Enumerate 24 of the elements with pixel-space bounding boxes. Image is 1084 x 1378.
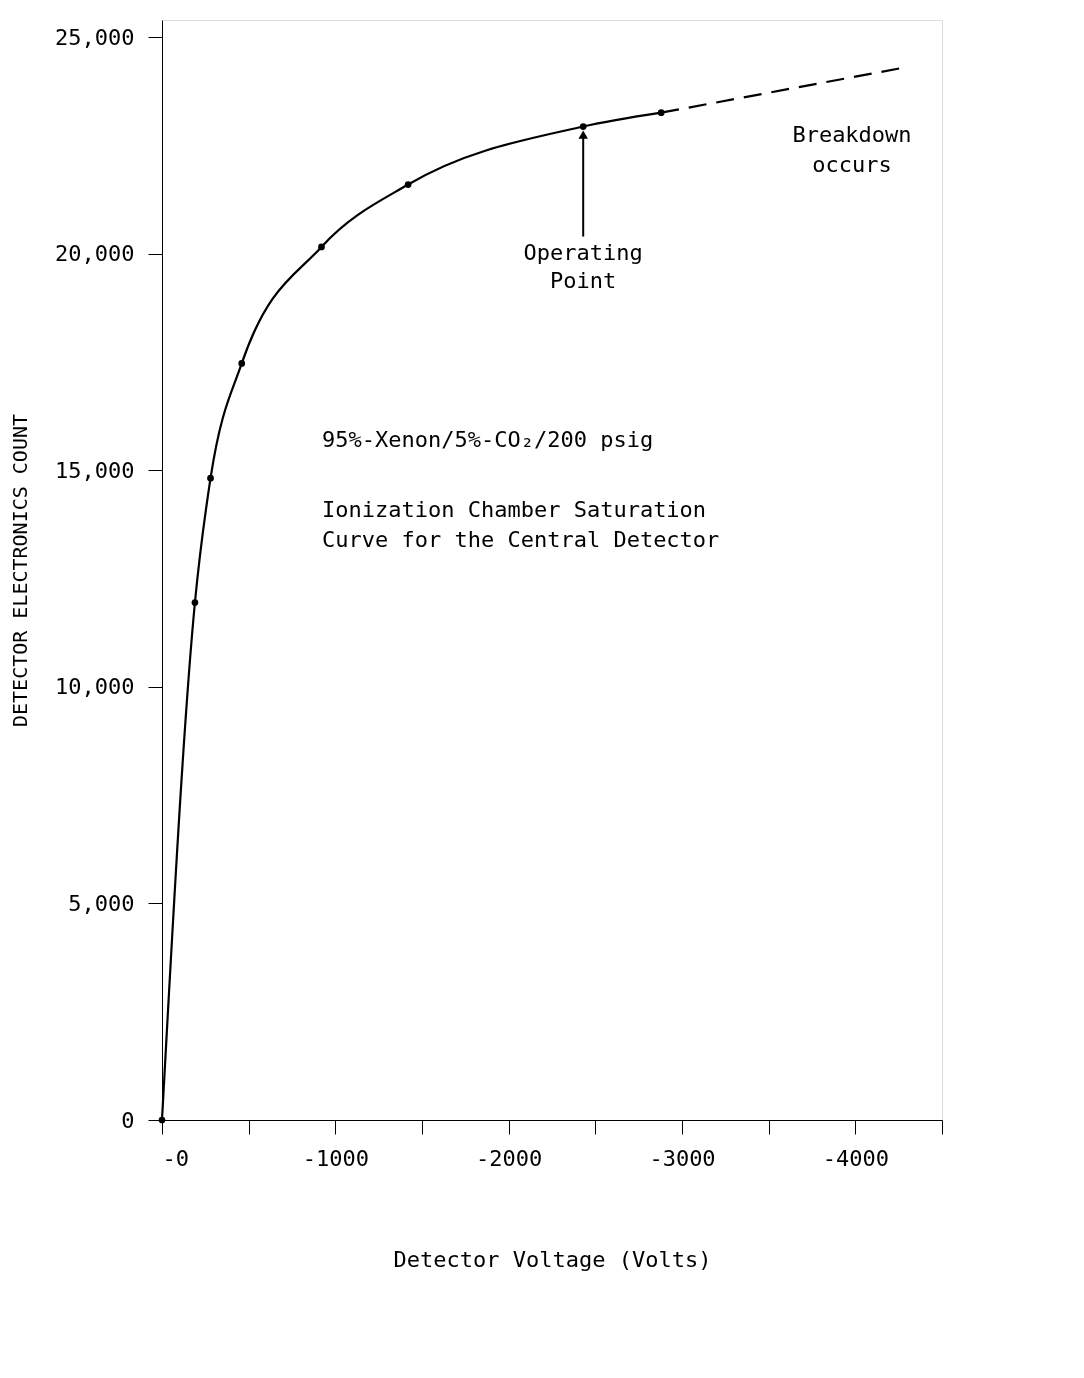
y-tick-label: 10,000 xyxy=(55,674,135,700)
y-axis-title: DETECTOR ELECTRONICS COUNT xyxy=(8,413,33,728)
point xyxy=(318,243,325,251)
x-tick-label: -1000 xyxy=(302,1145,369,1171)
point xyxy=(579,123,587,130)
point xyxy=(404,181,412,188)
annotation: Operating Point xyxy=(523,239,643,293)
point xyxy=(158,1116,166,1124)
x-tick-label: -2000 xyxy=(476,1145,543,1171)
y-tick-label: 5,000 xyxy=(68,890,135,916)
x-tick-label: -0 xyxy=(162,1145,189,1171)
y-tick-label: 15,000 xyxy=(55,457,135,483)
point xyxy=(191,599,199,606)
x-tick-label: -3000 xyxy=(649,1145,716,1171)
annotation: 95%-Xenon/5%-CO₂/200 psig xyxy=(322,427,654,452)
annotation: Ionization Chamber Saturation Curve for the Central Detector xyxy=(322,497,720,552)
y-tick-label: 25,000 xyxy=(55,24,135,50)
y-tick-label: 0 xyxy=(121,1107,135,1133)
point xyxy=(238,360,246,367)
y-tick-label: 20,000 xyxy=(55,241,135,267)
x-tick-label: -4000 xyxy=(822,1145,889,1171)
point xyxy=(207,474,214,482)
annotation: Breakdown occurs xyxy=(792,122,912,177)
x-axis-title: Detector Voltage (Volts) xyxy=(393,1246,712,1272)
